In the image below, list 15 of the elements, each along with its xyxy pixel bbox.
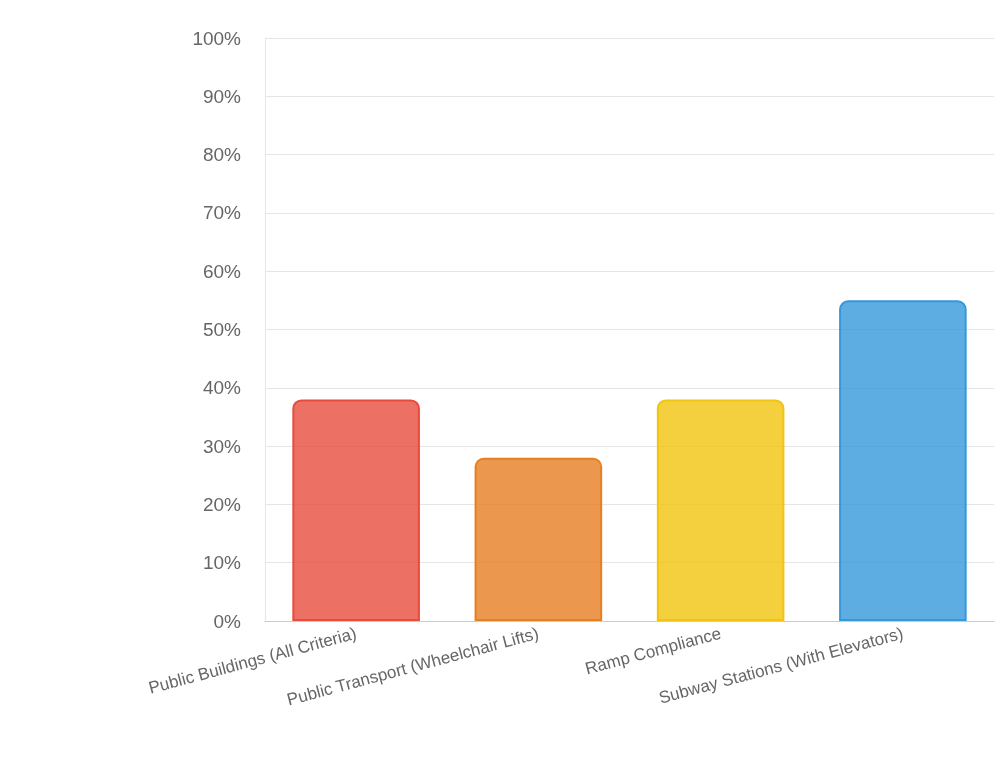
y-tick-label: 100% — [192, 27, 242, 49]
y-tick-label: 70% — [202, 202, 242, 224]
y-tick-label: 10% — [202, 552, 242, 574]
y-tick-label: 30% — [202, 435, 242, 457]
y-tick-label: 80% — [202, 144, 242, 166]
bar — [292, 399, 420, 621]
bar — [656, 399, 785, 621]
y-tick-label: 50% — [202, 319, 242, 340]
y-tick-label: 60% — [202, 260, 242, 282]
y-tick-label: 40% — [202, 377, 242, 399]
y-tick-label: 20% — [202, 493, 242, 515]
bar — [839, 300, 967, 621]
bar — [474, 457, 603, 621]
y-tick-label: 0% — [213, 610, 242, 632]
y-tick-label: 90% — [202, 85, 242, 107]
